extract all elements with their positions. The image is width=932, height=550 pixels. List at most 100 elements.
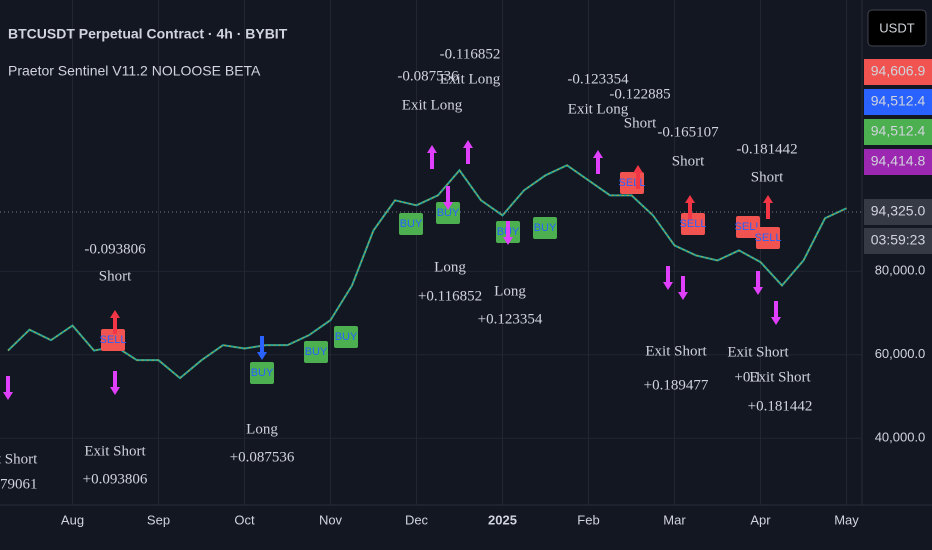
- annotation: -0.181442: [736, 141, 797, 157]
- annotation: Exit Short: [749, 369, 811, 385]
- price-tag-label: 03:59:23: [871, 232, 926, 248]
- signal-label: BUY: [305, 346, 328, 358]
- signal-label: BUY: [400, 218, 423, 230]
- signal-box: [533, 217, 557, 239]
- annotation: Short: [99, 268, 132, 284]
- signal-arrow: [257, 336, 267, 360]
- x-tick-label: Feb: [577, 512, 599, 527]
- annotation: -0.087536: [397, 68, 459, 84]
- annotation: -0.116852: [440, 46, 501, 62]
- signal-arrow: [663, 266, 673, 290]
- x-tick-label: Sep: [147, 512, 170, 527]
- indicator-name: Praetor Sentinel V11.2 NOLOOSE BETA: [8, 63, 261, 79]
- annotation: Exit Short: [727, 344, 789, 360]
- x-tick-label: Dec: [405, 512, 429, 527]
- signal-arrow: [110, 310, 120, 334]
- x-tick-label: Aug: [61, 512, 84, 527]
- signal-arrow: [685, 195, 695, 219]
- signal-label: BUY: [335, 331, 358, 343]
- annotation: Short: [751, 169, 784, 185]
- annotation: +0.093806: [83, 471, 148, 487]
- price-tag-label: 94,512.4: [871, 93, 926, 109]
- price-tag: [864, 119, 932, 145]
- signal-box: [736, 216, 760, 238]
- price-tag: [864, 89, 932, 115]
- plot: [0, 0, 862, 505]
- annotation: Short: [624, 115, 657, 131]
- annotation: Exit Short: [84, 443, 146, 459]
- annotation: Exit Long: [568, 101, 629, 117]
- signal-box: [304, 341, 328, 363]
- price-tag-label: 94,325.0: [871, 203, 926, 219]
- annotation: +0.123354: [478, 311, 543, 327]
- chart-title: BTCUSDT Perpetual Contract · 4h · BYBIT: [8, 26, 288, 42]
- price-line-shadow: [7, 164, 847, 379]
- signal-arrow: [678, 276, 688, 300]
- annotation: Short: [672, 153, 705, 169]
- annotation: it Short: [0, 451, 38, 467]
- x-tick-label: May: [834, 512, 859, 527]
- signal-label: SELL: [619, 177, 646, 189]
- annotation: Exit Long: [402, 97, 463, 113]
- annotation: Long: [494, 283, 526, 299]
- annotation: +0.1: [734, 369, 761, 385]
- annotation: -0.165107: [657, 124, 719, 140]
- price-tag: [864, 199, 932, 225]
- signal-box: [250, 362, 274, 384]
- annotation: Exit Long: [440, 71, 501, 87]
- signal-arrow: [443, 186, 453, 210]
- x-tick-label: Apr: [750, 512, 771, 527]
- annotation: 079061: [0, 476, 38, 492]
- signal-arrow: [427, 145, 437, 169]
- annotation: +0.189477: [644, 377, 709, 393]
- signal-label: SELL: [735, 221, 762, 233]
- signal-label: SELL: [100, 334, 127, 346]
- signal-label: BUY: [437, 207, 460, 219]
- signal-arrow: [753, 271, 763, 295]
- price-tag: [864, 59, 932, 85]
- currency[interactable]: USDT: [879, 20, 914, 35]
- y-tick-label: 80,000.0: [875, 263, 926, 278]
- signal-arrow: [763, 195, 773, 219]
- signal-box: [399, 213, 423, 235]
- annotation: -0.123354: [567, 71, 629, 87]
- signal-box: [681, 213, 705, 235]
- annotation: -0.122885: [609, 86, 670, 102]
- signal-label: SELL: [755, 232, 782, 244]
- signal-label: BUY: [251, 367, 274, 379]
- currency-button[interactable]: [867, 9, 927, 47]
- price-tag-label: 94,414.8: [871, 153, 926, 169]
- price-tag-label: 94,512.4: [871, 123, 926, 139]
- annotation: Exit Short: [645, 343, 707, 359]
- signal-arrow: [3, 376, 13, 400]
- signal-box: [101, 329, 125, 351]
- y-tick-label: 40,000.0: [875, 430, 926, 445]
- signal-arrow: [633, 165, 643, 189]
- signal-box: [756, 227, 780, 249]
- annotation: +0.181442: [748, 398, 813, 414]
- annotation: Long: [434, 259, 466, 275]
- signal-box: [334, 326, 358, 348]
- signal-arrow: [503, 221, 513, 245]
- x-tick-label: Mar: [663, 512, 686, 527]
- x-tick-label: Nov: [319, 512, 343, 527]
- y-tick-label: 60,000.0: [875, 346, 926, 361]
- signal-label: BUY: [534, 222, 557, 234]
- annotation: -0.093806: [84, 241, 146, 257]
- signal-label: SELL: [680, 218, 707, 230]
- x-tick-label: 2025: [488, 512, 517, 527]
- signal-arrow: [593, 150, 603, 174]
- signal-arrow: [463, 140, 473, 164]
- price-tag: [864, 149, 932, 175]
- x-tick-label: Oct: [234, 512, 255, 527]
- annotation: +0.087536: [230, 449, 295, 465]
- signal-arrow: [771, 301, 781, 325]
- signal-box: [436, 202, 460, 224]
- signal-arrow: [110, 371, 120, 395]
- price-tag: [864, 228, 932, 254]
- annotation: +0.116852: [418, 288, 482, 304]
- price-tag-label: 94,606.9: [871, 63, 926, 79]
- annotation: Long: [246, 421, 278, 437]
